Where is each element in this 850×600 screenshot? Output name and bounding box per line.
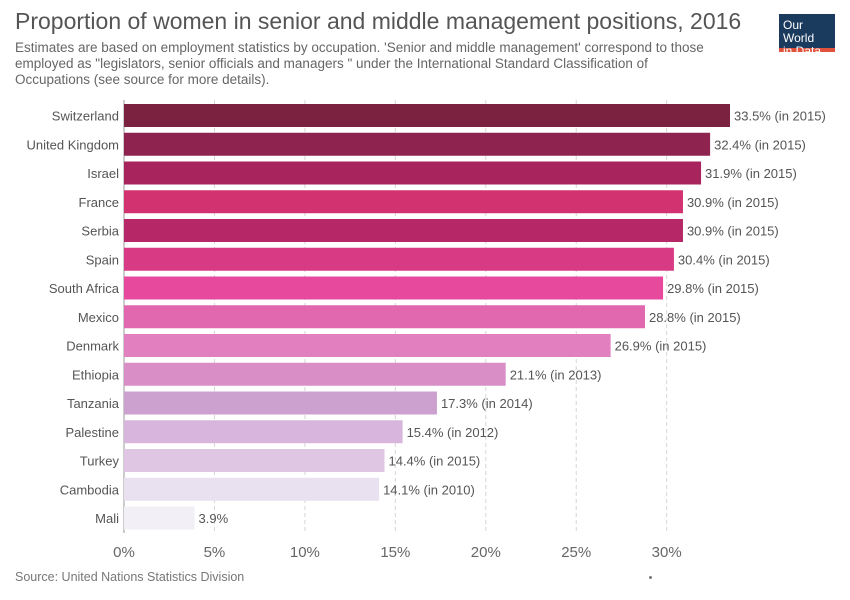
bar-turkey[interactable] (124, 449, 385, 472)
value-label: 17.3% (in 2014) (441, 396, 533, 411)
bar-south-africa[interactable] (124, 276, 664, 300)
value-label: 3.9% (199, 511, 229, 526)
value-label: 28.8% (in 2015) (649, 310, 741, 325)
value-label: 33.5% (in 2015) (734, 109, 826, 124)
value-label: 21.1% (in 2013) (510, 367, 602, 382)
bar-israel[interactable] (124, 161, 702, 185)
value-label: 30.9% (in 2015) (687, 224, 779, 239)
our-world-in-data-logo[interactable]: Our World in Data (779, 14, 835, 58)
bar-palestine[interactable] (124, 420, 403, 444)
value-label: 29.8% (in 2015) (667, 281, 759, 296)
bar-france[interactable] (124, 190, 683, 214)
bar-mali[interactable] (124, 506, 195, 530)
value-label: 31.9% (in 2015) (705, 166, 797, 181)
category-label: Mexico (78, 310, 119, 325)
value-label: 30.4% (in 2015) (678, 252, 770, 267)
value-label: 30.9% (in 2015) (687, 195, 779, 210)
bar-spain[interactable] (124, 247, 674, 271)
source-note[interactable]: Source: United Nations Statistics Divisi… (15, 570, 245, 584)
category-label: Tanzania (67, 396, 120, 411)
bar-ethiopia[interactable] (124, 362, 506, 386)
category-label: Palestine (66, 425, 119, 440)
bar-serbia[interactable] (124, 219, 683, 242)
value-label: 26.9% (in 2015) (615, 339, 707, 354)
bar-tanzania[interactable] (124, 391, 437, 415)
bar-united-kingdom[interactable] (124, 132, 711, 156)
bar-mexico[interactable] (124, 305, 645, 329)
x-tick-label: 10% (290, 544, 320, 561)
value-label: 14.4% (in 2015) (388, 454, 480, 469)
bar-denmark[interactable] (124, 334, 611, 357)
x-tick-label: 15% (380, 544, 410, 561)
logo-line-2: in Data (783, 44, 822, 58)
category-label: Serbia (81, 224, 119, 239)
chart-title: Proportion of women in senior and middle… (15, 8, 742, 34)
x-axis-ticks: 0% 5% 10% 15% 20% 25% 30% (113, 544, 682, 561)
category-label: Mali (95, 511, 119, 526)
category-label: Israel (87, 166, 119, 181)
value-label: 14.1% (in 2010) (383, 482, 475, 497)
category-label: France (79, 195, 119, 210)
x-tick-label: 20% (471, 544, 501, 561)
footer-dot (649, 576, 652, 579)
category-label: Switzerland (52, 109, 119, 124)
x-tick-label: 5% (204, 544, 226, 561)
category-label: Ethiopia (72, 367, 120, 382)
bars: Switzerland 33.5% (in 2015) United Kingdom… (27, 104, 826, 530)
category-label: Spain (86, 252, 119, 267)
x-tick-label: 30% (652, 544, 682, 561)
category-label: Denmark (66, 339, 119, 354)
chart-subtitle: Estimates are based on employment statis… (15, 40, 704, 87)
x-tick-label: 0% (113, 544, 135, 561)
bar-cambodia[interactable] (124, 477, 380, 501)
value-label: 15.4% (in 2012) (407, 425, 499, 440)
category-label: United Kingdom (27, 137, 120, 152)
bar-switzerland[interactable] (124, 104, 730, 127)
category-label: South Africa (49, 281, 120, 296)
x-tick-label: 25% (561, 544, 591, 561)
category-label: Turkey (80, 454, 120, 469)
value-label: 32.4% (in 2015) (714, 137, 806, 152)
logo-line-1: Our World (783, 18, 815, 45)
category-label: Cambodia (60, 482, 120, 497)
